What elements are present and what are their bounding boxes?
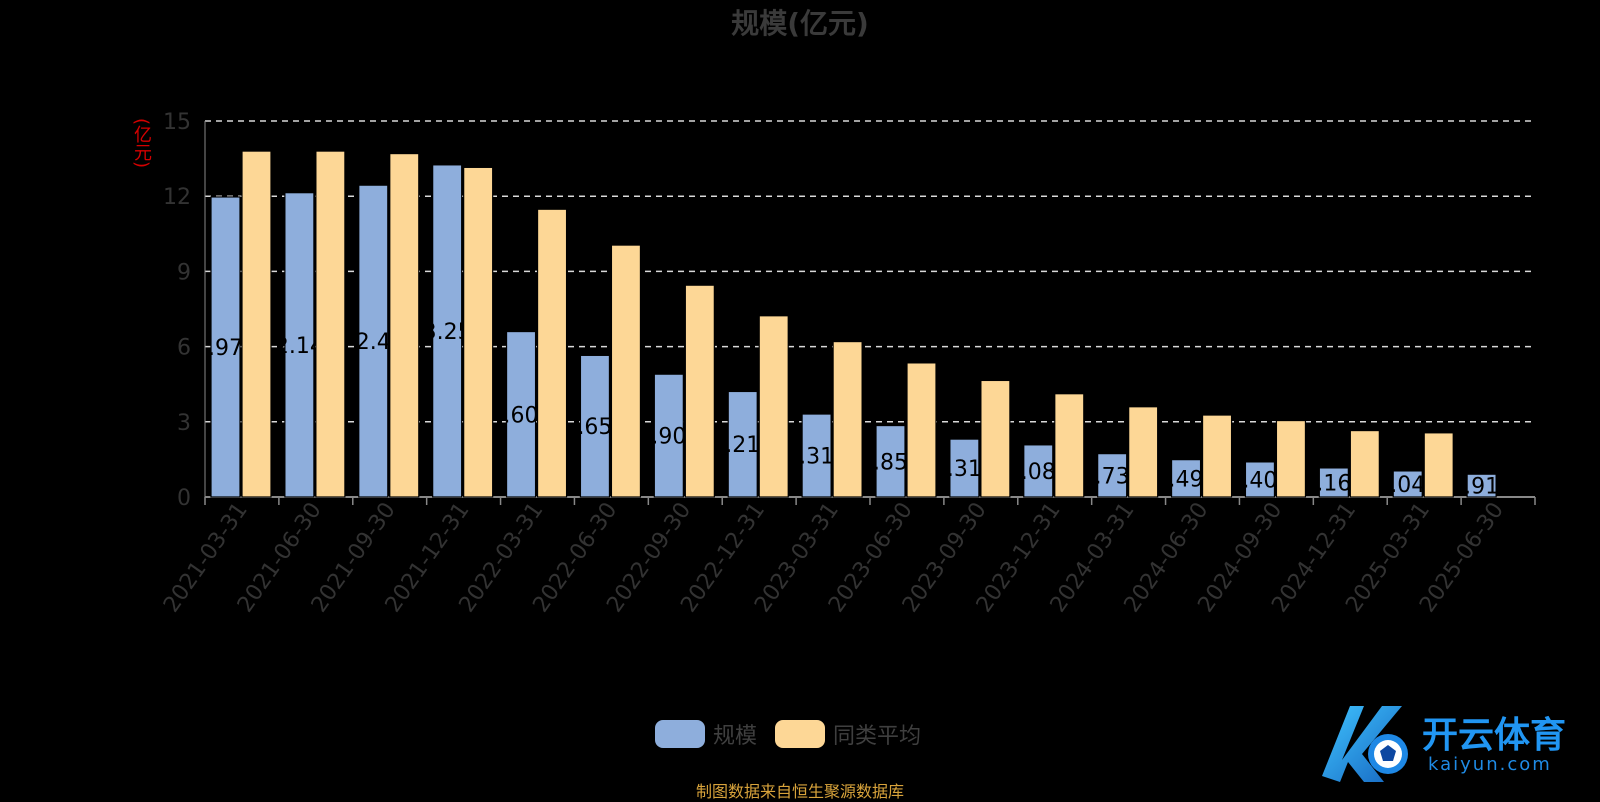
bar-scale xyxy=(801,413,832,498)
bar-value-label: .65 xyxy=(577,415,612,440)
bar-peer-average xyxy=(463,166,494,498)
bar-scale xyxy=(1244,461,1276,498)
bar-value-label: .49 xyxy=(1169,467,1204,492)
legend: 规模 同类平均 xyxy=(655,718,921,750)
bar-value-label: .31 xyxy=(799,445,834,470)
bar-peer-average xyxy=(980,379,1011,498)
bar-peer-average xyxy=(1275,419,1307,498)
logo-sub-text: kaiyun.com xyxy=(1428,754,1552,775)
y-tick-label: 3 xyxy=(177,411,191,436)
bar-peer-average xyxy=(610,244,642,498)
y-tick-label: 15 xyxy=(163,110,191,135)
bar-peer-average xyxy=(389,152,420,498)
bar-value-label: .16 xyxy=(1316,471,1351,496)
bar-peer-average xyxy=(315,150,346,498)
bar-scale xyxy=(1023,444,1054,498)
bar-peer-average xyxy=(536,208,568,498)
y-tick-label: 9 xyxy=(177,260,191,285)
bar-scale xyxy=(210,196,241,498)
bar-peer-average xyxy=(1128,406,1159,498)
bar-value-label: .85 xyxy=(873,450,908,475)
data-source-note: 制图数据来自恒生聚源数据库 xyxy=(695,782,904,801)
bar-peer-average xyxy=(906,362,937,498)
bar-peer-average xyxy=(1423,432,1454,498)
legend-item-peer-average[interactable]: 同类平均 xyxy=(775,718,921,750)
bar-value-label: .08 xyxy=(1021,460,1056,485)
y-tick-label: 0 xyxy=(177,486,191,511)
legend-swatch-scale xyxy=(655,720,705,748)
bar-scale xyxy=(505,330,537,498)
chart-title: 规模(亿元) xyxy=(731,7,869,40)
bar-peer-average xyxy=(758,315,789,498)
kaiyun-logo-icon xyxy=(1322,706,1408,782)
bar-value-label: .04 xyxy=(1390,473,1425,498)
bar-value-label: .91 xyxy=(1464,475,1499,500)
bar-value-label: .60 xyxy=(504,403,539,428)
legend-label-peer-average: 同类平均 xyxy=(833,724,922,749)
bar-value-label: .90 xyxy=(651,425,686,450)
bar-value-label: .31 xyxy=(947,457,982,482)
bar-scale xyxy=(358,184,389,498)
y-axis-label: (亿元) xyxy=(131,118,152,169)
logo-main-text: 开云体育 xyxy=(1422,715,1567,756)
legend-item-scale[interactable]: 规模 xyxy=(655,718,757,750)
legend-label-scale: 规模 xyxy=(713,724,758,749)
bar-scale xyxy=(1392,470,1423,498)
bar-scale xyxy=(432,164,463,498)
bar-scale xyxy=(1318,467,1349,498)
bar-scale xyxy=(1466,473,1497,498)
bar-scale xyxy=(284,192,315,498)
bar-value-label: .40 xyxy=(1242,468,1277,493)
legend-swatch-peer-average xyxy=(775,720,826,748)
bar-peer-average xyxy=(1054,393,1085,498)
bar-value-label: .21 xyxy=(725,433,760,458)
bar-peer-average xyxy=(1349,429,1380,498)
bar-scale xyxy=(1097,453,1128,498)
bar-scale xyxy=(949,438,980,498)
bar-scale xyxy=(727,390,758,498)
bar-peer-average xyxy=(1201,414,1233,498)
bar-peer-average xyxy=(241,150,272,498)
bar-value-label: 2.4 xyxy=(356,330,391,355)
bar-value-label: .97 xyxy=(208,336,243,361)
bar-scale xyxy=(653,373,684,498)
y-tick-label: 6 xyxy=(177,336,191,361)
bar-peer-average xyxy=(684,284,715,498)
bar-scale xyxy=(1170,459,1202,498)
kaiyun-logo: 开云体育 kaiyun.com xyxy=(1312,698,1592,788)
y-tick-label: 12 xyxy=(163,185,191,210)
bar-scale xyxy=(875,424,906,498)
bar-peer-average xyxy=(832,340,863,498)
bar-scale xyxy=(579,354,611,498)
bar-value-label: .73 xyxy=(1095,464,1130,489)
